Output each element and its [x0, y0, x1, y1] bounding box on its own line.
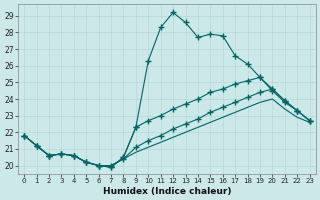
X-axis label: Humidex (Indice chaleur): Humidex (Indice chaleur) — [103, 187, 231, 196]
